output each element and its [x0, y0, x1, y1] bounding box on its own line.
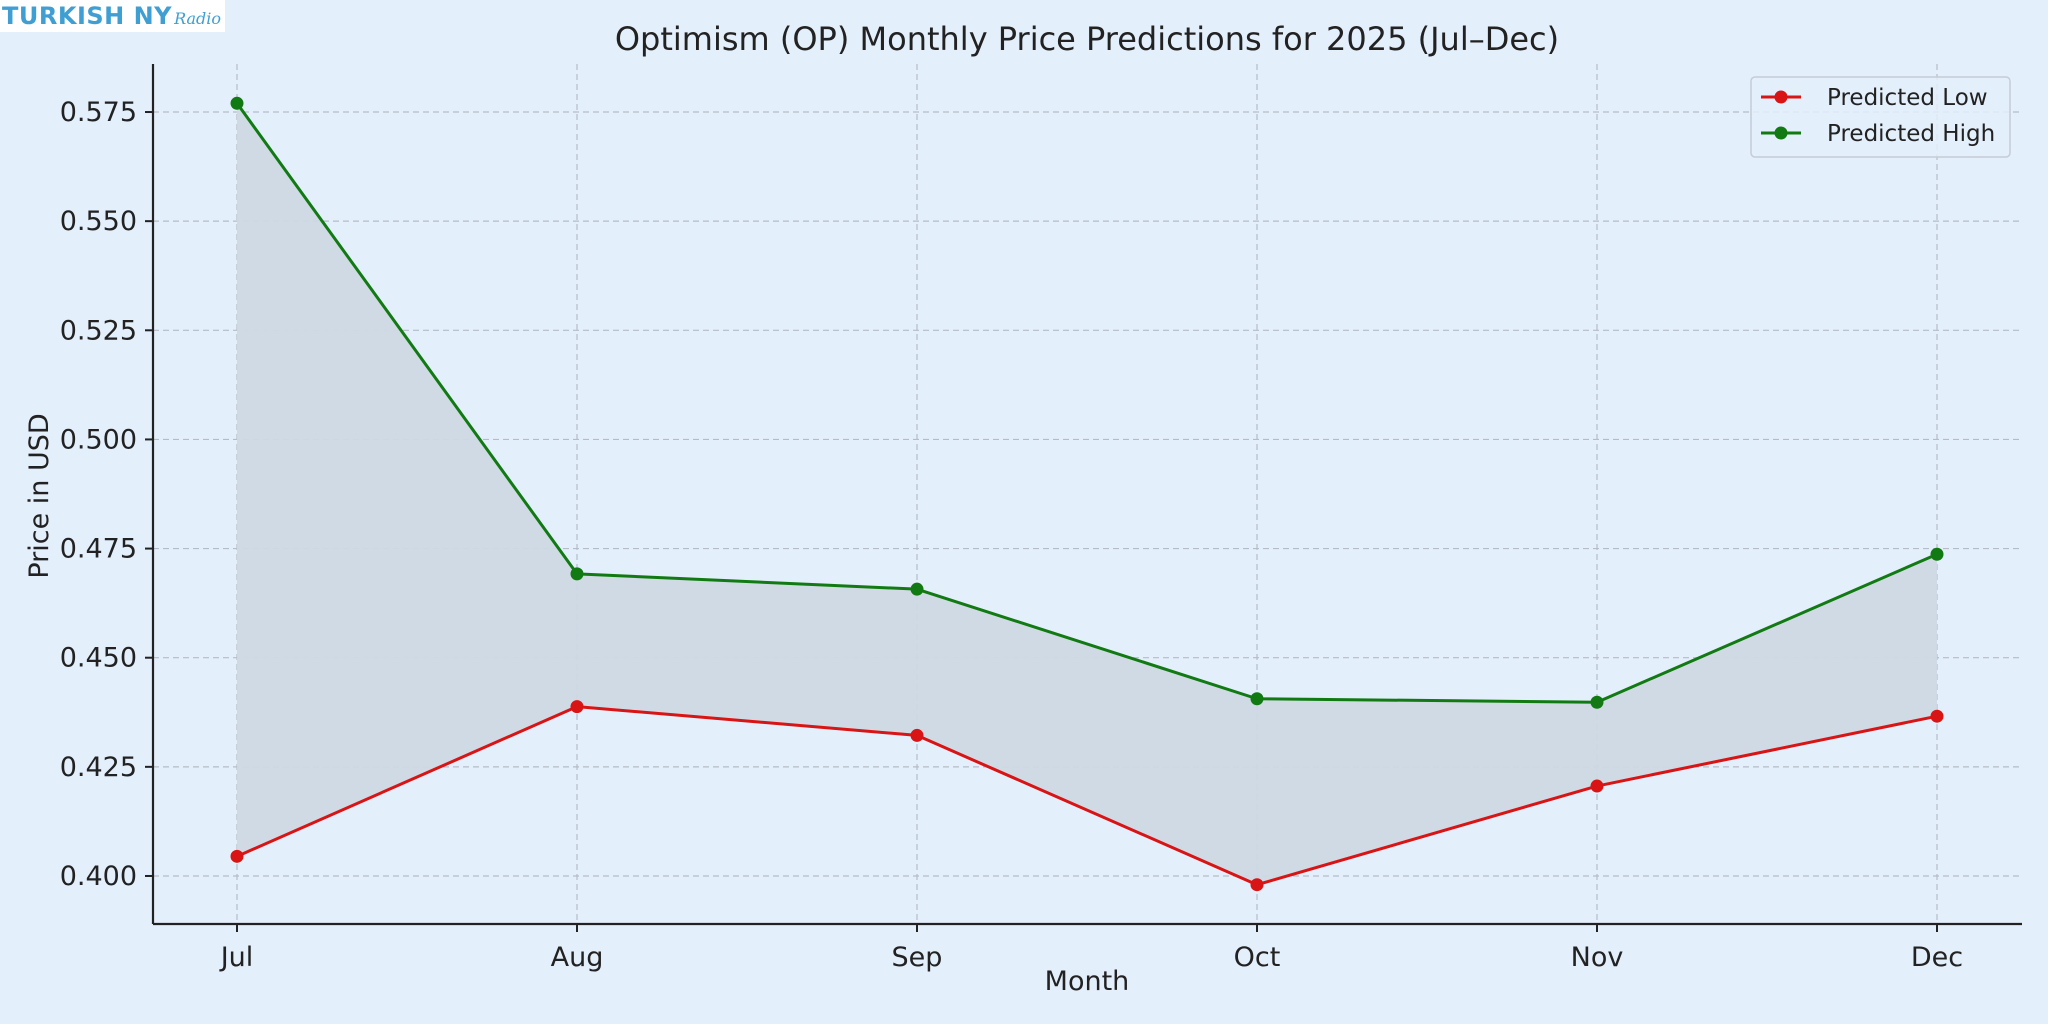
y-tick-label: 0.550 [60, 206, 137, 237]
y-axis-label: Price in USD [24, 413, 55, 578]
y-tick-label: 0.475 [60, 534, 137, 565]
data-point-low [1930, 709, 1944, 723]
y-tick-label: 0.500 [60, 424, 137, 455]
legend-marker-high [1774, 126, 1788, 140]
y-tick-label: 0.450 [60, 643, 137, 674]
prediction-range-band [237, 103, 1937, 885]
x-tick-label: Jul [219, 942, 254, 973]
x-tick-label: Aug [551, 942, 604, 973]
y-tick-label: 0.575 [60, 97, 137, 128]
axes [145, 64, 2022, 932]
series-line-low [236, 705, 1938, 887]
y-tick-label: 0.425 [60, 752, 137, 783]
data-point-high [1590, 695, 1604, 709]
data-point-high [910, 582, 924, 596]
legend-box [1750, 76, 2011, 158]
legend: Predicted Low Predicted High [1750, 76, 2011, 158]
data-point-high [230, 96, 244, 110]
logo-sub-text: Radio [174, 9, 222, 28]
data-point-high [1250, 692, 1264, 706]
data-point-low [1250, 878, 1264, 892]
legend-marker-low [1774, 90, 1788, 104]
range-fill [237, 103, 1937, 885]
legend-label-low: Predicted Low [1827, 85, 1988, 111]
y-tick-label: 0.525 [60, 315, 137, 346]
legend-label-high: Predicted High [1827, 121, 1995, 147]
tick-labels: 0.400 0.425 0.450 0.475 0.500 0.525 0.550 0.575… [60, 97, 1963, 973]
logo-main-text: TURKISH NY [2, 2, 173, 30]
y-tick-label: 0.400 [60, 861, 137, 892]
data-point-low [910, 728, 924, 742]
data-point-high [570, 567, 584, 581]
data-point-low [230, 849, 244, 863]
x-tick-label: Sep [892, 942, 943, 973]
turkish-ny-radio-logo: TURKISH NY Radio [0, 0, 226, 32]
x-axis-label: Month [1045, 966, 1130, 997]
series-line-high [235, 102, 1938, 704]
data-point-low [570, 700, 584, 714]
chart-title: Optimism (OP) Monthly Price Predictions … [615, 20, 1559, 58]
data-point-low [1590, 779, 1604, 793]
data-point-high [1930, 547, 1944, 561]
x-tick-label: Oct [1234, 942, 1281, 973]
x-tick-label: Nov [1571, 942, 1624, 973]
x-tick-label: Dec [1911, 942, 1963, 973]
series-lines [230, 96, 1944, 892]
